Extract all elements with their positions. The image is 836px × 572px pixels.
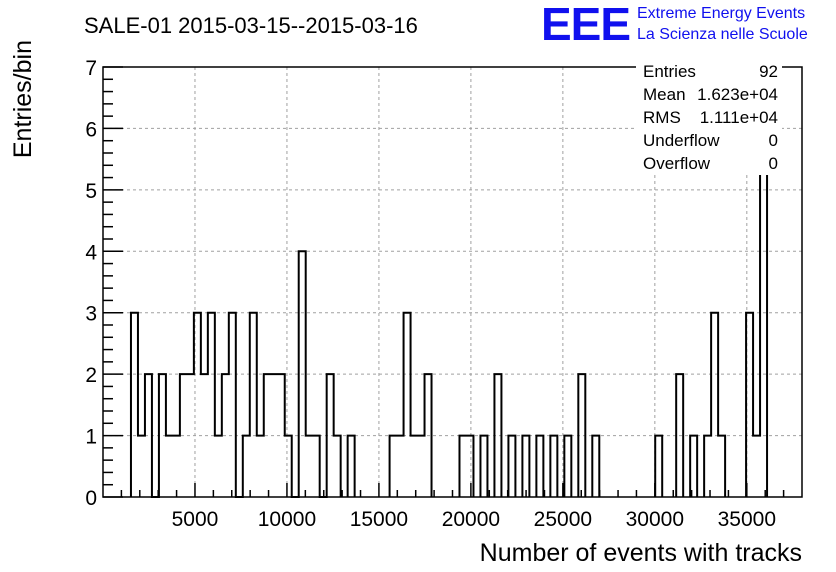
histogram-bin (411, 436, 418, 497)
histogram-bin (313, 436, 320, 497)
stats-rms-value: 1.111e+04 (700, 108, 778, 127)
x-tick-label: 20000 (442, 508, 500, 531)
histogram-bin (711, 313, 718, 497)
histogram-bin (243, 436, 250, 497)
histogram-bin (208, 313, 215, 497)
histogram-bin (250, 313, 257, 497)
histogram-bin (138, 436, 145, 497)
eee-logo-line1: Extreme Energy Events (637, 5, 805, 22)
histogram-bin (704, 436, 711, 497)
y-tick-label: 0 (85, 487, 97, 510)
x-tick-label: 25000 (534, 508, 592, 531)
stats-box: Entries 92 Mean 1.623e+04 RMS 1.111e+04 … (636, 55, 782, 175)
y-tick-label: 4 (85, 241, 97, 264)
histogram-bin (753, 436, 760, 497)
histogram-bin (215, 436, 222, 497)
y-tick-label: 5 (85, 180, 97, 203)
histogram-bin (564, 436, 571, 497)
y-tick-label: 3 (85, 303, 97, 326)
histogram-bin (536, 436, 543, 497)
x-tick-label: 15000 (350, 508, 408, 531)
x-tick-label: 30000 (626, 508, 684, 531)
stats-overflow-value: 0 (769, 154, 778, 173)
x-tick-label: 5000 (172, 508, 219, 531)
stats-mean-value: 1.623e+04 (697, 85, 778, 104)
histogram-bin (348, 436, 355, 497)
histogram-bin (718, 436, 725, 497)
histogram-bin (592, 436, 599, 497)
histogram-bin (508, 436, 515, 497)
histogram-bin (257, 436, 264, 497)
histogram-bin (229, 313, 236, 497)
stats-entries-value: 92 (759, 62, 778, 81)
histogram-bin (397, 436, 404, 497)
histogram-line (129, 66, 769, 498)
stats-overflow-label: Overflow (643, 154, 711, 173)
axis-ticks: 5000 10000 15000 20000 25000 30000 35000 0 1 2 3 4 5… (85, 57, 785, 531)
histogram-bin (550, 436, 557, 497)
stats-box-background (636, 55, 782, 175)
y-tick-label: 2 (85, 364, 97, 387)
histogram-bin (690, 436, 697, 497)
chart-title: SALE-01 2015-03-15--2015-03-16 (84, 13, 418, 38)
y-tick-label: 1 (85, 426, 97, 449)
histogram-bin (466, 436, 473, 497)
stats-rms-label: RMS (643, 108, 681, 127)
histogram-bin (459, 436, 466, 497)
histogram-bin (306, 436, 313, 497)
histogram-bin (404, 313, 411, 497)
y-tick-label: 7 (85, 57, 97, 80)
histogram-bin (334, 436, 341, 497)
x-tick-label: 35000 (718, 508, 776, 531)
histogram-bin (285, 436, 292, 497)
eee-logo: EEE Extreme Energy Events La Scienza nel… (541, 0, 808, 50)
histogram-bin (418, 436, 425, 497)
stats-entries-label: Entries (643, 62, 696, 81)
stats-underflow-value: 0 (769, 131, 778, 150)
y-tick-label: 6 (85, 118, 97, 141)
x-tick-label: 10000 (258, 508, 316, 531)
x-axis-label: Number of events with tracks (480, 539, 802, 567)
y-axis-label: Entries/bin (9, 40, 37, 158)
stats-mean-label: Mean (643, 85, 686, 104)
histogram-bin (173, 436, 180, 497)
histogram-bin (480, 436, 487, 497)
histogram-bin (655, 436, 662, 497)
histogram-bin (522, 436, 529, 497)
histogram-bin (390, 436, 397, 497)
histogram-bin (131, 313, 138, 497)
eee-logo-mark: EEE (541, 0, 630, 50)
stats-underflow-label: Underflow (643, 131, 720, 150)
eee-logo-line2: La Scienza nelle Scuole (637, 26, 808, 43)
histogram-bin (166, 436, 173, 497)
